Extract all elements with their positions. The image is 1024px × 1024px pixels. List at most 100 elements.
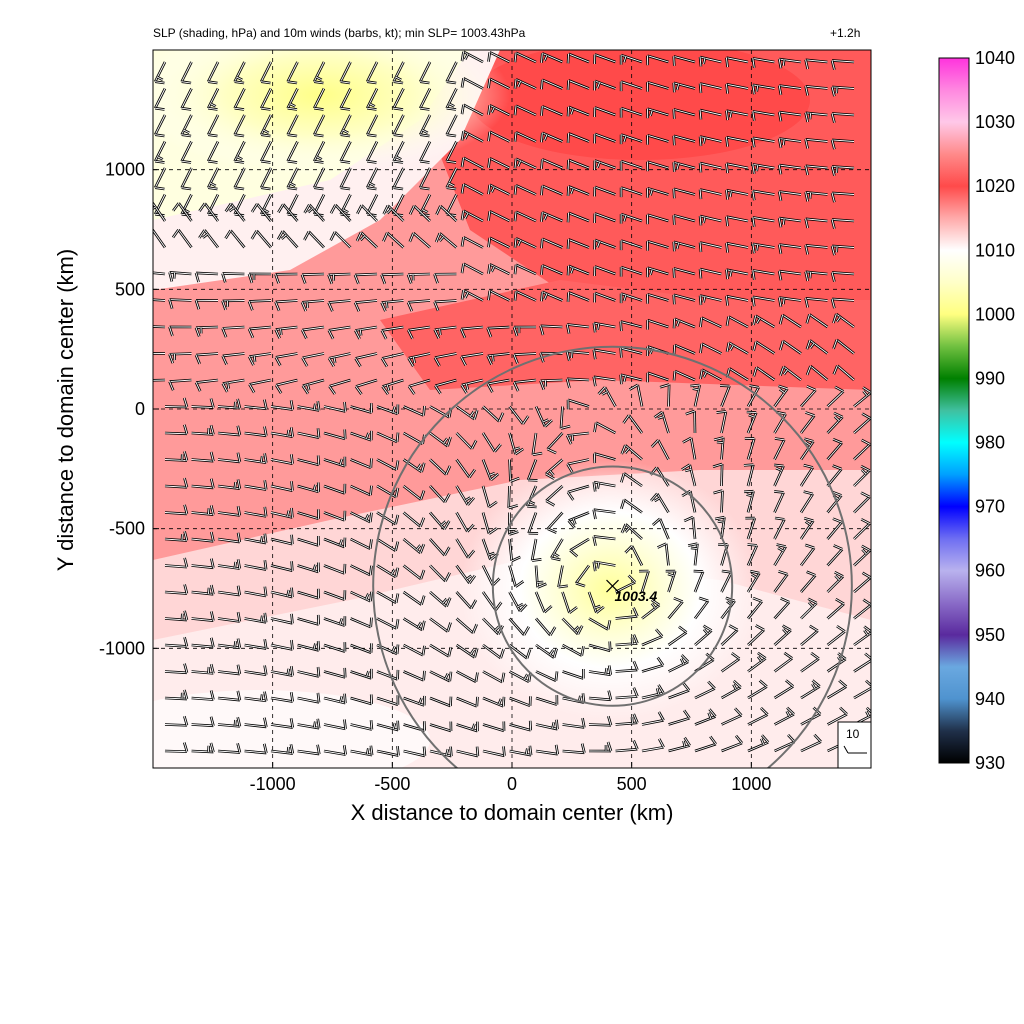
wind-barb xyxy=(349,484,373,497)
wind-barb xyxy=(751,189,775,201)
wind-barb xyxy=(622,414,644,434)
wind-barb xyxy=(402,670,426,682)
wind-barb xyxy=(698,188,722,200)
wind-barb xyxy=(853,679,871,700)
wind-barb xyxy=(800,733,822,753)
wind-barb xyxy=(777,296,802,308)
wind-barb xyxy=(286,114,299,138)
wind-barb xyxy=(168,325,192,337)
wind-barb xyxy=(270,454,294,466)
wind-barb xyxy=(482,405,505,423)
wind-barb xyxy=(456,746,480,758)
wind-barb xyxy=(460,156,484,170)
wind-barb xyxy=(646,318,669,330)
wind-barb xyxy=(804,111,828,123)
wind-barb xyxy=(244,426,268,438)
wind-barb xyxy=(672,369,696,382)
wind-barb xyxy=(323,719,347,731)
wind-barb xyxy=(672,161,696,172)
wind-barb xyxy=(429,431,452,448)
wind-barb xyxy=(221,272,245,283)
barb-reference-key: 10 xyxy=(837,721,872,769)
wind-barb xyxy=(191,663,215,675)
colorbar-tick-label: 1000 xyxy=(975,304,1015,324)
wind-barb xyxy=(508,405,530,425)
wind-barb xyxy=(206,87,220,111)
wind-barb xyxy=(217,559,242,570)
wind-barb xyxy=(433,325,457,339)
wind-barb xyxy=(667,625,688,647)
wind-barb xyxy=(297,562,320,574)
wind-barb xyxy=(194,378,219,392)
wind-barb xyxy=(460,289,484,302)
wind-barb xyxy=(646,107,669,119)
wind-barb xyxy=(274,272,298,284)
wind-barb xyxy=(550,538,564,562)
wind-barb xyxy=(646,133,669,145)
wind-barb xyxy=(672,134,696,146)
wind-barb xyxy=(535,719,559,731)
wind-barb xyxy=(619,53,643,65)
plot-title: SLP (shading, hPa) and 10m winds (barbs,… xyxy=(153,26,526,40)
wind-barb xyxy=(672,240,696,252)
wind-barb xyxy=(455,591,478,610)
wind-barb xyxy=(566,185,590,196)
y-tick-label: 0 xyxy=(135,399,145,419)
wind-barb xyxy=(562,717,586,729)
wind-barb xyxy=(487,104,511,117)
wind-barb xyxy=(830,59,855,70)
wind-barb xyxy=(744,437,756,460)
y-tick-label: 1000 xyxy=(105,160,145,180)
wind-barb xyxy=(725,82,749,94)
wind-barb xyxy=(588,641,612,653)
wind-barb xyxy=(540,105,564,117)
wind-barb xyxy=(615,713,639,726)
wind-barb xyxy=(153,87,167,111)
wind-barb xyxy=(460,183,484,196)
wind-barb xyxy=(659,383,671,407)
wind-barb xyxy=(286,87,299,111)
wind-barb xyxy=(746,596,763,620)
wind-barb xyxy=(773,706,795,726)
wind-barb xyxy=(164,531,189,542)
wind-barb xyxy=(434,232,458,249)
wind-barb xyxy=(191,398,215,409)
wind-barb xyxy=(406,272,431,284)
wind-barb xyxy=(685,409,697,434)
wind-barb xyxy=(619,292,643,304)
wind-barb xyxy=(380,272,404,285)
wind-barb xyxy=(804,296,828,308)
wind-barb xyxy=(545,458,564,480)
wind-barb xyxy=(297,640,321,652)
wind-barb xyxy=(303,203,325,222)
wind-barb xyxy=(752,366,776,382)
wind-barb xyxy=(445,61,458,85)
wind-barb xyxy=(534,565,547,589)
wind-barb xyxy=(751,110,775,121)
wind-barb xyxy=(376,511,400,526)
colorbar-tick-label: 960 xyxy=(975,561,1005,581)
wind-barb xyxy=(565,431,590,445)
wind-barb xyxy=(588,741,613,753)
wind-barb xyxy=(217,585,242,597)
wind-barb xyxy=(826,625,846,647)
wind-barb xyxy=(826,571,845,593)
wind-barb xyxy=(565,350,590,362)
wind-barb xyxy=(297,535,320,547)
wind-barb xyxy=(747,651,767,673)
wind-barb xyxy=(751,136,775,148)
wind-barb xyxy=(646,186,669,198)
wind-barb xyxy=(487,183,511,196)
wind-barb xyxy=(777,216,802,228)
wind-barb xyxy=(830,138,855,150)
wind-barb xyxy=(365,61,379,85)
wind-barb xyxy=(323,745,347,756)
wind-barb xyxy=(713,489,724,513)
wind-barb xyxy=(777,110,802,122)
wind-barb xyxy=(327,272,351,285)
wind-barb xyxy=(365,167,379,191)
wind-barb xyxy=(593,291,616,303)
wind-barb xyxy=(180,87,193,111)
wind-barb xyxy=(853,465,871,487)
x-tick-label: 500 xyxy=(617,774,647,794)
